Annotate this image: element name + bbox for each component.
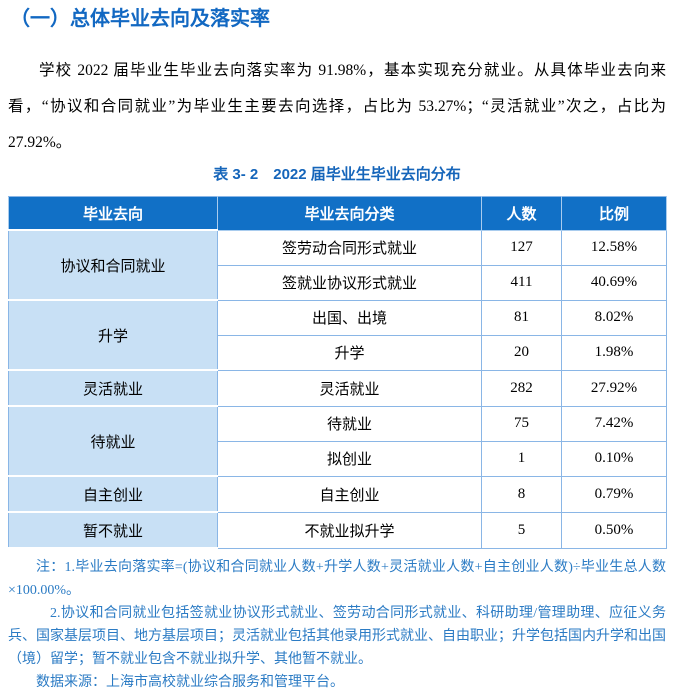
category-cell: 灵活就业 <box>8 369 218 407</box>
percent-cell: 8.02% <box>561 299 667 336</box>
category-cell: 待就业 <box>8 405 218 477</box>
percent-cell: 0.79% <box>561 475 667 513</box>
subcategory-cell: 签劳动合同形式就业 <box>217 229 482 266</box>
percent-cell: 1.98% <box>561 334 667 371</box>
header-percent: 比例 <box>561 196 667 231</box>
table-row: 签就业协议形式就业 411 40.69% <box>9 264 667 301</box>
table-title: 表 3- 2 2022 届毕业生毕业去向分布 <box>213 166 461 183</box>
count-cell: 5 <box>481 511 562 549</box>
note-formula: 注：1.毕业去向落实率=(协议和合同就业人数+升学人数+灵活就业人数+自主创业人… <box>8 560 666 598</box>
category-cell: 自主创业 <box>8 475 218 513</box>
count-cell: 75 <box>481 405 562 442</box>
count-cell: 81 <box>481 299 562 336</box>
subcategory-cell: 灵活就业 <box>217 369 482 407</box>
table-header-row: 毕业去向 毕业去向分类 人数 比例 <box>8 196 667 231</box>
summary-paragraph: 学校 2022 届毕业生毕业去向落实率为 91.98%，基本实现充分就业。从具体… <box>8 62 666 151</box>
count-cell: 8 <box>481 475 562 513</box>
category-cell: 协议和合同就业 <box>8 229 218 301</box>
table-body: 协议和合同就业 签劳动合同形式就业 127 12.58% 签就业协议形式就业 411 40.… <box>8 229 667 549</box>
table-row: 升学 20 1.98% <box>9 334 667 371</box>
percent-cell: 0.50% <box>561 511 667 549</box>
subcategory-cell: 待就业 <box>217 405 482 442</box>
header-destination: 毕业去向 <box>8 196 218 231</box>
table-row: 协议和合同就业 签劳动合同形式就业 127 12.58% <box>8 229 667 301</box>
subcategory-cell: 自主创业 <box>217 475 482 513</box>
table-row: 待就业 待就业 75 7.42% <box>8 405 667 477</box>
table-row: 灵活就业 灵活就业 282 27.92% <box>8 369 667 407</box>
percent-cell: 0.10% <box>561 440 667 477</box>
count-cell: 127 <box>481 229 562 266</box>
count-cell: 20 <box>481 334 562 371</box>
table-row: 自主创业 自主创业 8 0.79% <box>8 475 667 513</box>
percent-cell: 12.58% <box>561 229 667 266</box>
count-cell: 411 <box>481 264 562 301</box>
table-notes: 注：1.毕业去向落实率=(协议和合同就业人数+升学人数+灵活就业人数+自主创业人… <box>8 556 666 694</box>
report-page: （一）总体毕业去向及落实率 学校 2022 届毕业生毕业去向落实率为 91.98… <box>0 6 674 690</box>
percent-cell: 7.42% <box>561 405 667 442</box>
count-cell: 1 <box>481 440 562 477</box>
percent-cell: 27.92% <box>561 369 667 407</box>
subcategory-cell: 出国、出境 <box>217 299 482 336</box>
subcategory-cell: 升学 <box>217 334 482 371</box>
category-cell: 升学 <box>8 299 218 371</box>
table-row: 升学 出国、出境 81 8.02% <box>8 299 667 371</box>
graduate-destination-table: 毕业去向 毕业去向分类 人数 比例 协议和合同就业 签劳动合同形式就业 127 12.… <box>8 196 667 549</box>
subcategory-cell: 签就业协议形式就业 <box>217 264 482 301</box>
section-heading: （一）总体毕业去向及落实率 <box>10 8 270 30</box>
category-cell: 暂不就业 <box>8 511 218 549</box>
subcategory-cell: 拟创业 <box>217 440 482 477</box>
note-definitions: 2.协议和合同就业包括签就业协议形式就业、签劳动合同形式就业、科研助理/管理助理… <box>8 606 666 667</box>
header-count: 人数 <box>481 196 562 231</box>
subcategory-cell: 不就业拟升学 <box>217 511 482 549</box>
percent-cell: 40.69% <box>561 264 667 301</box>
table-row: 暂不就业 不就业拟升学 5 0.50% <box>8 511 667 549</box>
note-data-source: 数据来源：上海市高校就业综合服务和管理平台。 <box>36 675 344 690</box>
count-cell: 282 <box>481 369 562 407</box>
table-header: 毕业去向 毕业去向分类 人数 比例 <box>8 196 667 231</box>
header-classification: 毕业去向分类 <box>217 196 482 231</box>
